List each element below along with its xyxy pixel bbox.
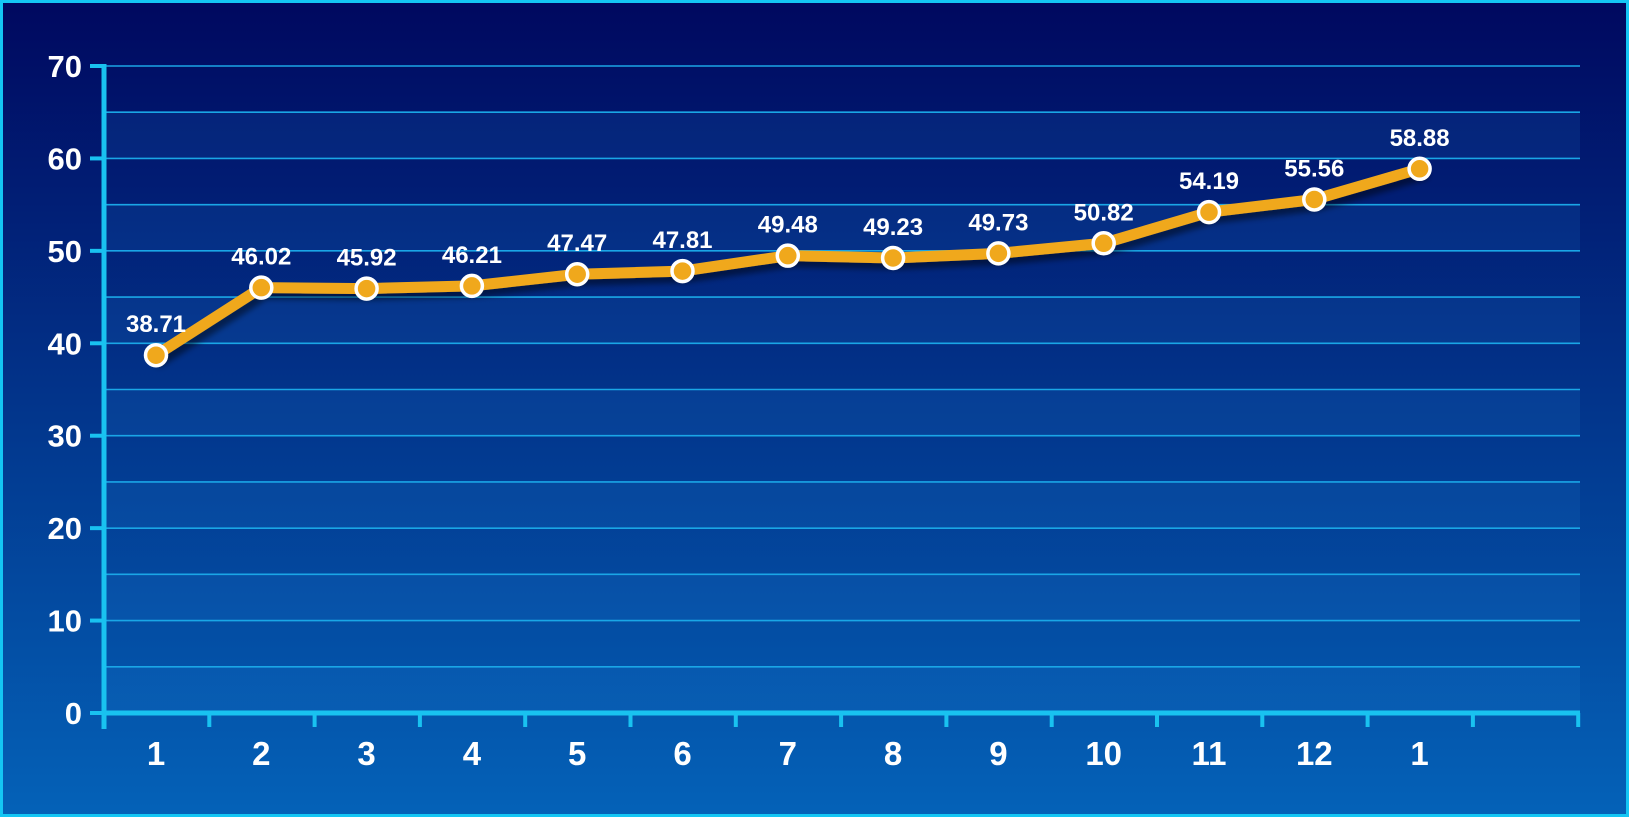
grid-band <box>104 112 1580 159</box>
data-label: 50.82 <box>1074 199 1134 226</box>
data-label: 49.48 <box>758 212 818 239</box>
y-tick-label: 60 <box>48 141 82 176</box>
data-label: 46.02 <box>231 244 291 271</box>
x-tick-label: 4 <box>463 735 482 772</box>
data-point <box>249 275 274 300</box>
data-point <box>1407 156 1432 182</box>
data-label: 58.88 <box>1390 125 1450 152</box>
grid-band <box>104 297 1580 344</box>
y-tick-label: 40 <box>48 326 82 361</box>
y-tick-label: 20 <box>48 511 82 546</box>
data-label: 45.92 <box>337 245 397 272</box>
data-point <box>143 342 169 368</box>
x-tick-label: 1 <box>147 735 165 772</box>
data-point <box>1091 231 1116 256</box>
data-point <box>670 258 695 284</box>
x-tick-label: 1 <box>1410 735 1428 772</box>
data-point <box>1302 187 1327 212</box>
data-label: 47.81 <box>652 227 712 254</box>
grid-band <box>104 481 1580 529</box>
data-point <box>1196 199 1222 225</box>
data-point <box>986 241 1011 266</box>
data-point <box>459 273 485 299</box>
x-tick-label: 10 <box>1085 735 1122 772</box>
x-tick-label: 7 <box>779 735 797 772</box>
data-label: 47.47 <box>547 230 607 257</box>
grid-band <box>104 574 1580 621</box>
data-label: 55.56 <box>1284 155 1344 182</box>
data-point <box>880 245 906 271</box>
data-label: 49.23 <box>863 214 923 241</box>
data-label: 54.19 <box>1179 168 1239 195</box>
grid-band <box>104 666 1580 713</box>
y-tick-label: 30 <box>48 419 82 454</box>
data-label: 49.73 <box>968 209 1028 236</box>
x-tick-label: 8 <box>884 735 902 772</box>
y-tick-label: 50 <box>48 234 82 269</box>
x-tick-label: 11 <box>1192 735 1227 772</box>
data-point <box>354 276 379 301</box>
y-tick-label: 10 <box>48 604 82 639</box>
y-tick-label: 70 <box>48 49 82 84</box>
data-label: 38.71 <box>126 311 186 338</box>
x-tick-label: 2 <box>252 735 270 772</box>
data-point <box>564 261 590 287</box>
x-tick-label: 12 <box>1296 735 1333 772</box>
data-label: 46.21 <box>442 242 502 269</box>
x-tick-label: 3 <box>357 735 375 772</box>
y-tick-label: 0 <box>65 696 82 731</box>
x-tick-label: 9 <box>989 735 1007 772</box>
grid-band <box>104 204 1580 251</box>
x-tick-label: 6 <box>673 735 691 772</box>
data-point <box>775 243 801 268</box>
grid-band <box>104 389 1580 436</box>
x-tick-label: 5 <box>568 735 586 772</box>
